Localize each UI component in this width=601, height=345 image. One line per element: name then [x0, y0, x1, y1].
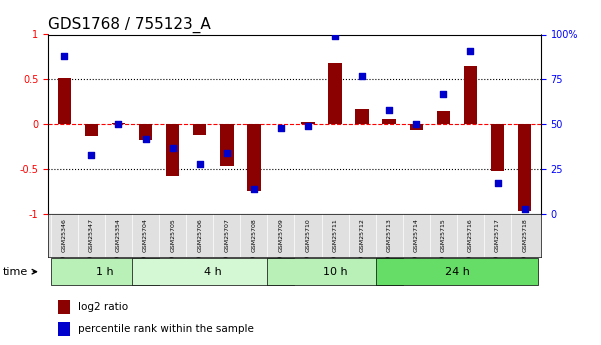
FancyBboxPatch shape: [376, 258, 538, 285]
Text: time: time: [2, 267, 37, 277]
Text: GSM25710: GSM25710: [305, 219, 311, 252]
Text: GSM25709: GSM25709: [278, 218, 284, 253]
Text: GSM25706: GSM25706: [197, 219, 202, 252]
Bar: [139, 124, 152, 140]
Point: [168, 145, 177, 150]
Text: GSM25712: GSM25712: [358, 216, 367, 257]
Text: 10 h: 10 h: [323, 267, 347, 277]
Text: GSM25718: GSM25718: [522, 219, 527, 252]
Text: percentile rank within the sample: percentile rank within the sample: [78, 324, 254, 334]
Bar: [328, 63, 342, 124]
Bar: [355, 109, 369, 124]
Text: GSM25708: GSM25708: [249, 216, 258, 257]
Text: GSM25711: GSM25711: [332, 219, 338, 252]
Text: GSM25709: GSM25709: [276, 216, 285, 257]
Text: GSM25718: GSM25718: [520, 216, 529, 257]
Text: GSM25704: GSM25704: [143, 218, 148, 253]
Bar: [193, 124, 207, 135]
Point: [358, 73, 367, 79]
Bar: [409, 124, 423, 130]
Point: [276, 125, 285, 130]
Text: GSM25712: GSM25712: [359, 218, 365, 253]
Bar: [437, 111, 450, 124]
Bar: [58, 300, 70, 314]
Point: [439, 91, 448, 97]
Text: 4 h: 4 h: [204, 267, 222, 277]
Point: [304, 123, 313, 129]
Bar: [85, 124, 98, 136]
Point: [114, 121, 123, 127]
Point: [331, 33, 340, 39]
Point: [520, 206, 529, 211]
Text: GSM25716: GSM25716: [468, 219, 473, 252]
Text: GSM25346: GSM25346: [62, 218, 67, 253]
Point: [195, 161, 204, 166]
Text: GSM25707: GSM25707: [224, 218, 230, 253]
Bar: [112, 123, 125, 124]
Text: GSM25354: GSM25354: [114, 216, 123, 257]
Point: [141, 136, 150, 141]
Text: GSM25347: GSM25347: [89, 218, 94, 253]
Text: GSM25710: GSM25710: [304, 216, 313, 257]
Bar: [220, 124, 234, 166]
Bar: [58, 78, 71, 124]
FancyBboxPatch shape: [132, 258, 294, 285]
Point: [466, 48, 475, 53]
Point: [249, 186, 258, 191]
Bar: [58, 322, 70, 336]
Bar: [166, 124, 180, 176]
Text: GDS1768 / 755123_A: GDS1768 / 755123_A: [48, 17, 211, 33]
Text: GSM25714: GSM25714: [414, 218, 419, 253]
Text: 24 h: 24 h: [445, 267, 469, 277]
Text: GSM25717: GSM25717: [495, 218, 500, 253]
Text: GSM25346: GSM25346: [60, 216, 69, 257]
Text: GSM25707: GSM25707: [222, 216, 231, 257]
Bar: [518, 124, 531, 211]
Text: GSM25713: GSM25713: [387, 218, 392, 253]
Text: GSM25706: GSM25706: [195, 216, 204, 257]
Text: 1 h: 1 h: [96, 267, 114, 277]
Bar: [301, 121, 315, 124]
Text: GSM25704: GSM25704: [141, 216, 150, 257]
FancyBboxPatch shape: [51, 258, 159, 285]
Text: GSM25715: GSM25715: [439, 216, 448, 257]
Bar: [382, 119, 396, 124]
Text: GSM25354: GSM25354: [116, 218, 121, 253]
Bar: [491, 124, 504, 171]
Text: GSM25715: GSM25715: [441, 219, 446, 252]
Text: GSM25708: GSM25708: [251, 219, 257, 252]
Bar: [464, 66, 477, 124]
Text: log2 ratio: log2 ratio: [78, 302, 128, 312]
Text: GSM25711: GSM25711: [331, 216, 340, 257]
Text: GSM25717: GSM25717: [493, 216, 502, 257]
Text: GSM25347: GSM25347: [87, 216, 96, 257]
Text: GSM25713: GSM25713: [385, 216, 394, 257]
Point: [222, 150, 231, 156]
Point: [59, 53, 69, 59]
Point: [493, 181, 502, 186]
Text: GSM25705: GSM25705: [170, 219, 175, 252]
Bar: [247, 124, 261, 191]
Text: GSM25716: GSM25716: [466, 216, 475, 257]
FancyBboxPatch shape: [267, 258, 403, 285]
Point: [87, 152, 96, 157]
Point: [412, 121, 421, 127]
Point: [385, 107, 394, 112]
Text: GSM25705: GSM25705: [168, 216, 177, 257]
Text: GSM25714: GSM25714: [412, 216, 421, 257]
